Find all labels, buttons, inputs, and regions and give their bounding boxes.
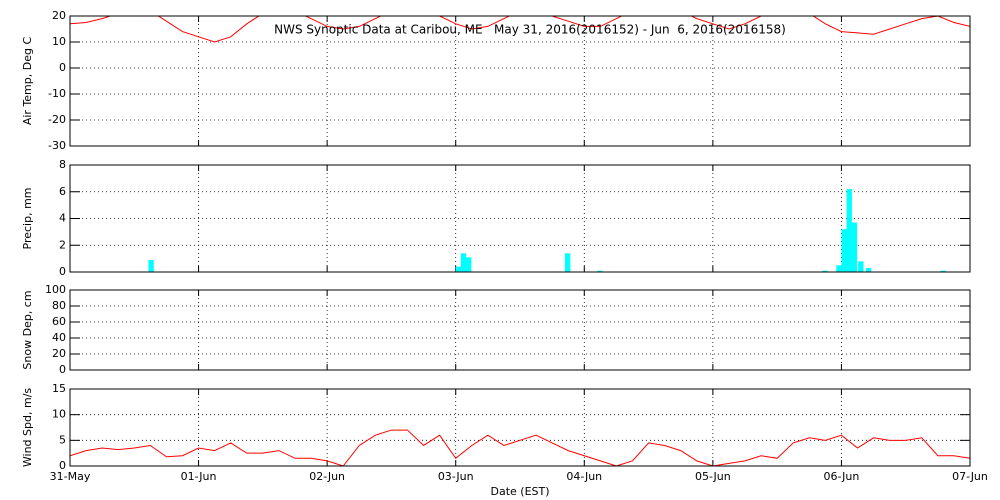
- bar: [940, 270, 946, 272]
- x-tick-label: 02-Jun: [309, 470, 345, 483]
- y-tick-label: 0: [59, 459, 66, 472]
- y-axis-label: Snow Dep, cm: [21, 290, 34, 369]
- y-tick-label: 80: [52, 299, 66, 312]
- bar: [466, 257, 472, 272]
- y-tick-label: 20: [52, 9, 66, 22]
- plot-frame: [69, 388, 971, 467]
- bar: [865, 267, 872, 272]
- y-tick-label: 0: [59, 363, 66, 376]
- y-tick-label: 10: [52, 35, 66, 48]
- x-tick-label: 05-Jun: [695, 470, 731, 483]
- bar: [565, 253, 571, 272]
- bar: [858, 261, 864, 272]
- y-tick-label: 6: [59, 185, 66, 198]
- x-tick-label: 03-Jun: [438, 470, 474, 483]
- bar: [841, 229, 847, 272]
- y-tick-label: 60: [52, 315, 66, 328]
- y-tick-label: 5: [59, 433, 66, 446]
- y-tick-label: 40: [52, 331, 66, 344]
- x-tick-label: 04-Jun: [566, 470, 602, 483]
- bar: [455, 266, 462, 272]
- bar: [822, 270, 828, 272]
- y-tick-label: 2: [59, 238, 66, 251]
- x-tick-label: 01-Jun: [181, 470, 217, 483]
- bar: [460, 253, 467, 272]
- y-tick-label: 0: [59, 61, 66, 74]
- chart-title: NWS Synoptic Data at Caribou, ME May 31,…: [274, 23, 786, 37]
- y-tick-label: 0: [59, 265, 66, 278]
- bar: [836, 265, 842, 272]
- plot-frame: [69, 15, 971, 147]
- y-tick-label: 20: [52, 347, 66, 360]
- x-tick-label: 31-May: [50, 470, 91, 483]
- y-tick-label: 10: [52, 408, 66, 421]
- y-tick-label: 4: [59, 212, 66, 225]
- y-tick-label: -30: [48, 139, 66, 152]
- bar: [148, 259, 154, 272]
- y-axis-label: Air Temp, Deg C: [21, 37, 34, 126]
- y-axis-label: Precip, mm: [21, 188, 34, 250]
- y-tick-label: -20: [48, 113, 66, 126]
- y-tick-label: -10: [48, 87, 66, 100]
- y-tick-label: 8: [59, 158, 66, 171]
- plot-frame: [69, 289, 971, 371]
- x-tick-label: 06-Jun: [824, 470, 860, 483]
- x-tick-label: 07-Jun: [952, 470, 988, 483]
- bar: [846, 189, 852, 272]
- y-axis-label: Wind Spd, m/s: [21, 388, 34, 468]
- x-axis-label: Date (EST): [490, 485, 549, 498]
- line: [70, 16, 970, 43]
- y-tick-label: 15: [52, 382, 66, 395]
- bar: [851, 222, 858, 272]
- plot-frame: [69, 164, 971, 273]
- line: [70, 429, 970, 466]
- y-tick-label: 100: [45, 283, 66, 296]
- bar: [597, 270, 603, 272]
